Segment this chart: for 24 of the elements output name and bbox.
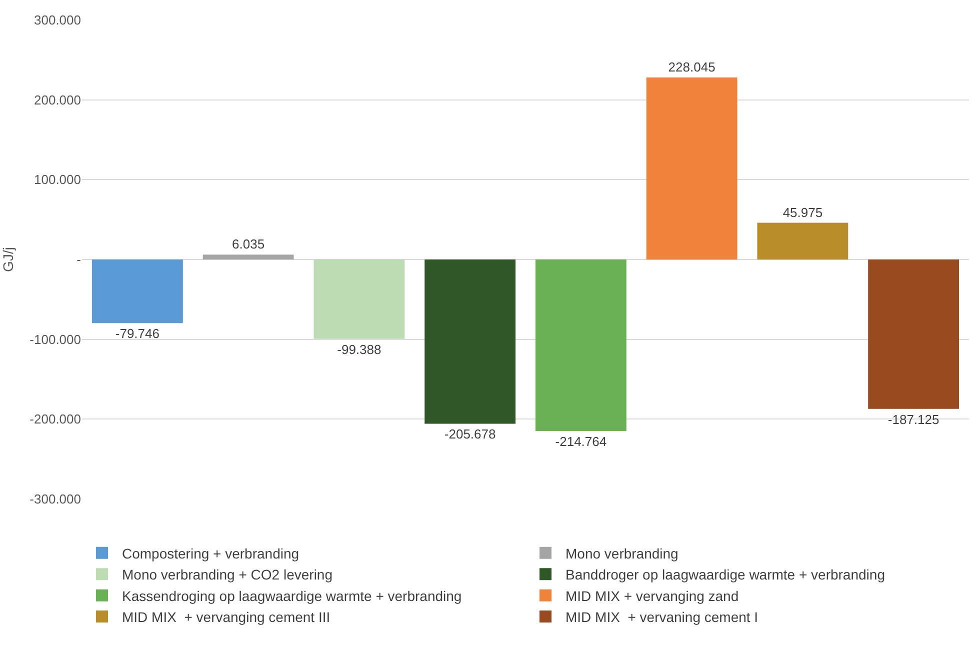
data-label: -79.746 xyxy=(115,326,160,342)
data-label: 45.975 xyxy=(782,204,823,220)
legend-label: MID MIX + vervanging zand xyxy=(566,588,739,604)
y-tick-label: 200.000 xyxy=(34,92,81,108)
legend-label: Compostering + verbranding xyxy=(122,545,300,562)
legend-label: Mono verbranding + CO2 levering xyxy=(122,566,333,583)
data-label: -214.764 xyxy=(555,434,607,449)
data-label: -187.125 xyxy=(888,412,940,427)
data-label: 228.045 xyxy=(668,59,716,74)
y-tick-label: -300.000 xyxy=(30,492,81,507)
legend-label: Kassendroging op laagwaardige warmte + verbranding xyxy=(122,588,462,604)
data-label: -205.678 xyxy=(444,426,496,442)
y-tick-label: -200.000 xyxy=(30,412,81,427)
legend-label: Mono verbranding xyxy=(566,545,678,562)
y-tick-label: 100.000 xyxy=(34,172,81,188)
legend-label: MID MIX + vervanging cement III xyxy=(122,608,330,625)
y-axis-title: GJ/j xyxy=(0,247,16,272)
y-tick-label: 300.000 xyxy=(34,12,81,28)
data-label: 6.035 xyxy=(232,236,265,252)
y-tick-label: - xyxy=(76,252,81,268)
data-label: -99.388 xyxy=(337,342,382,357)
legend-label: Banddroger op laagwaardige warmte + verbranding xyxy=(566,566,885,583)
legend-label: MID MIX + vervaning cement I xyxy=(566,608,758,625)
y-tick-label: -100.000 xyxy=(30,332,81,347)
